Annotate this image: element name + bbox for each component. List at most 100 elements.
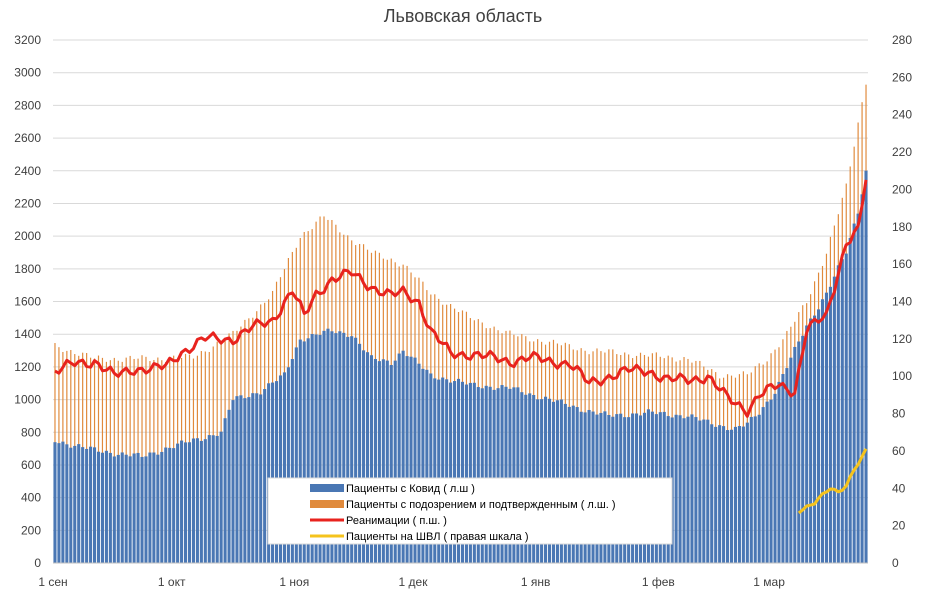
covid-bar [377,361,381,563]
covid-bar [702,419,706,563]
covid-bar [729,429,734,563]
covid-bar [433,378,437,563]
covid-bar [298,339,302,563]
covid-bar [373,359,377,563]
covid-bar [330,331,334,563]
legend-entry-label: Пациенты с Ковид ( л.ш ) [346,483,475,495]
covid-bar [231,400,235,563]
covid-bar [777,381,781,563]
gridlines [53,39,868,564]
covid-bar [104,450,108,563]
covid-bar [409,356,413,563]
covid-bar [500,385,504,563]
covid-bar [449,382,453,563]
covid-bar [757,414,761,563]
covid-bar [385,360,389,563]
covid-bar [453,381,457,563]
y-left-tick-label: 1000 [14,393,41,407]
covid-bar [496,388,500,563]
covid-bar [136,452,140,563]
covid-bar [282,372,286,563]
y-left-tick-label: 2800 [14,98,41,112]
covid-bar [223,418,227,563]
covid-bar [421,368,425,563]
covid-bar [809,318,813,563]
y-left-tick-label: 400 [21,491,41,505]
covid-bar [429,373,433,563]
covid-bar [480,388,484,563]
y-right-tick-label: 120 [892,332,912,346]
covid-bar [191,438,195,563]
legend-entry-label: Реанимации ( п.ш. ) [346,515,447,527]
covid-bar [85,448,89,563]
covid-bar [219,431,223,563]
y-left-tick-label: 1400 [14,327,41,341]
covid-bar [108,452,112,563]
covid-bar [318,334,322,563]
covid-bar [187,442,192,563]
y-right-tick-label: 260 [892,70,912,84]
covid-bar [698,420,702,563]
y-right-tick-label: 200 [892,182,912,196]
y-left-tick-label: 600 [21,458,41,472]
covid-bar [789,357,793,563]
covid-bar [824,292,829,563]
covid-bar [172,448,176,563]
covid-bar [302,341,306,563]
covid-bar [263,389,267,563]
covid-bar [112,456,116,563]
x-tick-label: 1 фев [642,575,675,589]
covid-bar [456,378,461,563]
covid-bar [678,415,682,563]
covid-bar [140,456,144,563]
covid-bar [761,407,765,563]
covid-bar [464,384,468,563]
covid-bar [362,350,366,563]
covid-bar [152,452,156,563]
covid-bar [686,416,690,563]
covid-bar [164,447,168,563]
covid-bar [445,379,449,563]
covid-bar [785,368,789,563]
covid-bar [65,444,69,563]
covid-bar [314,334,318,563]
covid-bar [765,401,769,563]
legend-swatch [310,484,344,492]
covid-bar [476,387,480,563]
covid-bar [813,315,817,563]
covid-bar [722,426,726,563]
covid-bar [852,223,856,563]
covid-bar [369,355,374,563]
covid-bar [773,393,777,563]
covid-bar [211,435,215,563]
covid-bar [195,438,199,563]
y-right-tick-label: 60 [892,444,906,458]
covid-bar [860,194,864,563]
covid-bar [128,456,132,563]
legend-entry-label: Пациенты с подозрением и подтвержденным … [346,499,616,511]
covid-bar [468,382,472,563]
covid-bar [160,451,164,563]
covid-bar [484,385,488,563]
covid-bar [239,395,243,563]
covid-bar [207,435,211,563]
covid-bar [259,394,263,563]
covid-bar [401,350,405,563]
covid-bar [832,276,836,563]
covid-bar [417,363,421,563]
covid-bar [183,442,188,563]
covid-bar [286,367,290,563]
legend-entry-label: Пациенты на ШВЛ ( правая шкала ) [346,531,529,543]
covid-bar [124,454,128,563]
covid-bar [354,337,358,563]
covid-bar [512,387,516,563]
x-tick-label: 1 окт [158,575,186,589]
covid-bar [710,424,714,563]
covid-bar [61,441,65,563]
y-right-tick-label: 160 [892,257,912,271]
covid-bar [274,381,279,563]
covid-bar [682,418,686,563]
covid-bar [255,393,259,563]
y-left-tick-label: 1600 [14,295,41,309]
y-left-tick-label: 2600 [14,131,41,145]
